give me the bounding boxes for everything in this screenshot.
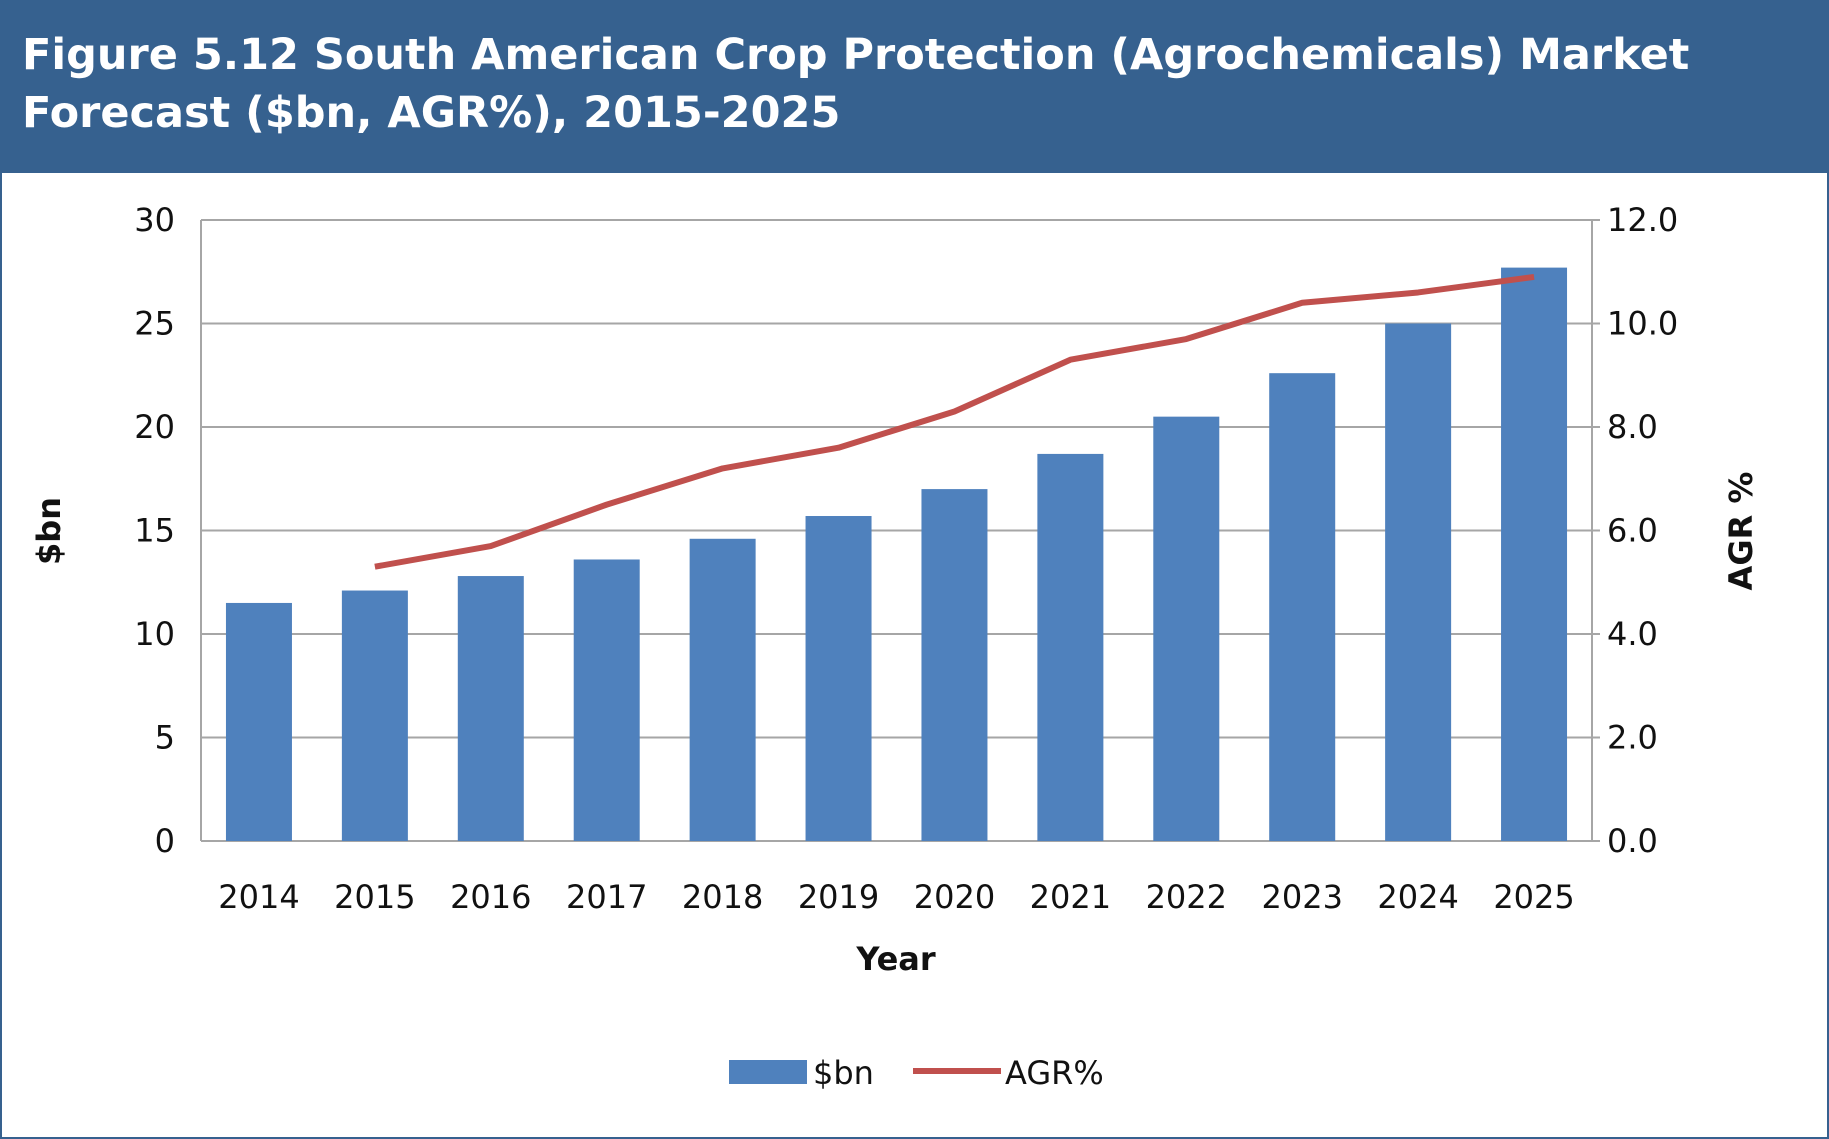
bar-2021	[1037, 453, 1104, 841]
y2-tick-label: 8.0	[1607, 408, 1658, 446]
bar-2020	[921, 489, 988, 841]
x-tick-label: 2021	[1030, 878, 1111, 916]
bar-2024	[1385, 323, 1452, 841]
title-bar: Figure 5.12 South American Crop Protecti…	[0, 0, 1829, 173]
x-tick-label: 2022	[1146, 878, 1227, 916]
bar-2025	[1501, 267, 1568, 841]
x-tick-label: 2023	[1261, 878, 1342, 916]
x-tick-label: 2019	[798, 878, 879, 916]
y2-tick-label: 0.0	[1607, 822, 1658, 860]
y2-tick-label: 6.0	[1607, 512, 1658, 550]
x-tick-label: 2018	[682, 878, 763, 916]
legend: $bn AGR%	[729, 1054, 1104, 1092]
x-tick-label: 2020	[914, 878, 995, 916]
y2-tick-label: 12.0	[1607, 201, 1678, 239]
x-tick-label: 2024	[1377, 878, 1458, 916]
y2-tick-label: 4.0	[1607, 615, 1658, 653]
y-tick-label: 15	[134, 512, 175, 550]
x-tick-label: 2014	[218, 878, 299, 916]
y2-axis-label: AGR %	[1722, 472, 1760, 591]
x-tick-label: 2017	[566, 878, 647, 916]
y-tick-label: 0	[155, 822, 175, 860]
y-tick-label: 20	[134, 408, 175, 446]
y-tick-label: 5	[155, 719, 175, 757]
y2-tick-label: 10.0	[1607, 305, 1678, 343]
x-axis-label: Year	[855, 940, 936, 978]
y2-tick-label: 2.0	[1607, 719, 1658, 757]
bar-2019	[805, 516, 872, 841]
bar-2018	[689, 538, 756, 841]
bar-2017	[573, 559, 640, 841]
chart-title: Figure 5.12 South American Crop Protecti…	[22, 30, 1690, 138]
bar-2014	[225, 602, 292, 841]
y-tick-label: 30	[134, 201, 175, 239]
bar-2015	[341, 590, 408, 841]
bar-2022	[1153, 416, 1220, 841]
y-tick-label: 10	[134, 615, 175, 653]
x-tick-label: 2016	[450, 878, 531, 916]
x-tick-label: 2025	[1493, 878, 1574, 916]
y-tick-label: 25	[134, 305, 175, 343]
x-tick-label: 2015	[334, 878, 415, 916]
bar-2016	[457, 576, 524, 841]
y-axis-label: $bn	[30, 497, 68, 565]
legend-label-bn: $bn	[813, 1054, 874, 1092]
legend-label-agr: AGR%	[1005, 1054, 1104, 1092]
bar-2023	[1269, 373, 1336, 841]
legend-swatch-bar	[729, 1060, 807, 1084]
